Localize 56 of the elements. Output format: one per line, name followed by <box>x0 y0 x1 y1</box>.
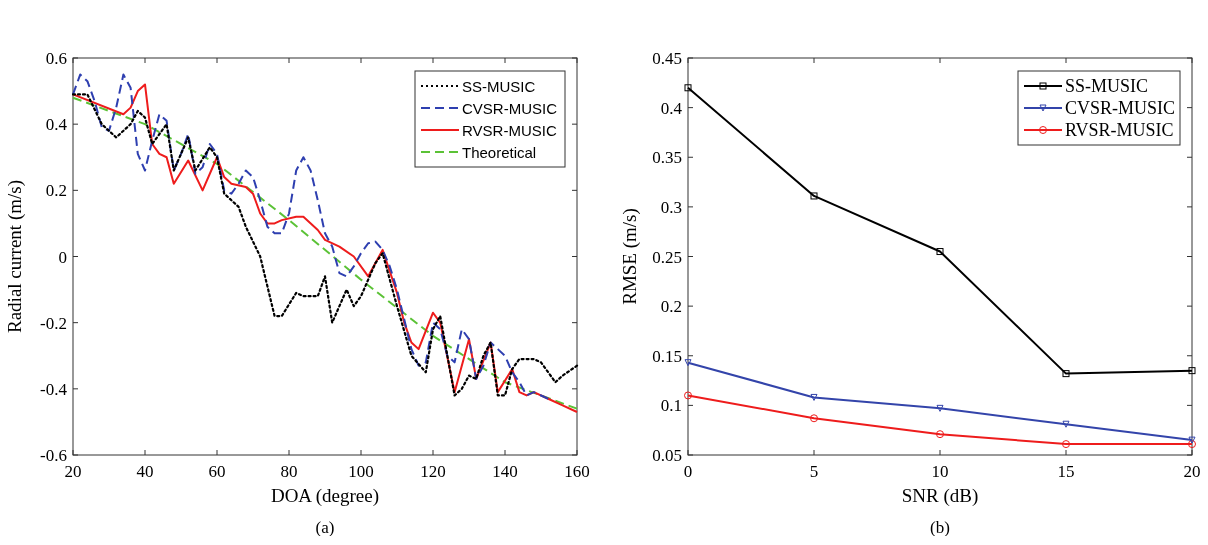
legend-label: CVSR-MUSIC <box>462 100 558 117</box>
point <box>684 391 692 400</box>
x-tick-label: 80 <box>280 462 298 481</box>
point <box>936 248 944 256</box>
y-tick-label: 0.6 <box>45 49 67 68</box>
x-tick-label: 15 <box>1057 462 1075 481</box>
y-axis-title: RMSE (m/s) <box>619 208 641 305</box>
y-tick-label: 0.2 <box>45 181 67 201</box>
point <box>1062 420 1070 428</box>
x-axis-title: DOA (degree) <box>270 485 380 507</box>
point <box>684 84 692 92</box>
x-tick-label: 140 <box>492 462 518 481</box>
y-tick-label: 0.4 <box>45 115 68 135</box>
y-tick-label: 0.4 <box>660 98 683 118</box>
point <box>1062 370 1070 378</box>
point <box>810 192 818 200</box>
y-tick-label: 0.2 <box>660 297 682 317</box>
point <box>936 404 944 412</box>
point <box>1188 436 1196 444</box>
text: (a) <box>315 518 335 537</box>
x-tick-label: 100 <box>348 462 374 481</box>
x-tick-label: 10 <box>931 462 949 481</box>
legend-label: RVSR-MUSIC <box>462 122 557 139</box>
legend-label: Theoretical <box>462 144 537 161</box>
legend-label: CVSR-MUSIC <box>1065 98 1176 118</box>
point <box>1188 440 1196 449</box>
x-tick-label: 5 <box>809 462 819 481</box>
x-tick-label: 60 <box>208 462 226 481</box>
point <box>810 414 818 423</box>
legend-label: RVSR-MUSIC <box>1065 120 1174 140</box>
point <box>810 393 818 401</box>
y-tick-label: -0.6 <box>40 446 67 465</box>
point <box>1062 440 1070 449</box>
point <box>1188 367 1196 375</box>
point <box>684 359 692 367</box>
x-axis-title: SNR (dB) <box>901 485 979 507</box>
x-tick-label: 160 <box>564 462 590 481</box>
y-tick-label: 0.15 <box>652 346 682 366</box>
x-tick-label: 20 <box>64 462 82 481</box>
y-tick-label: 0.3 <box>660 197 682 217</box>
y-tick-label: 0.45 <box>652 49 682 68</box>
legend-label: SS-MUSIC <box>1065 76 1149 96</box>
y-tick-label: 0.35 <box>652 148 682 168</box>
x-tick-label: 40 <box>136 462 154 481</box>
text: (b) <box>930 518 950 537</box>
legend-label: SS-MUSIC <box>462 78 536 95</box>
y-tick-label: -0.2 <box>40 313 67 333</box>
y-tick-label: 0.25 <box>652 247 682 267</box>
x-tick-label: 120 <box>420 462 446 481</box>
point <box>936 430 944 439</box>
y-tick-label: 0 <box>58 247 67 267</box>
y-tick-label: 0.1 <box>660 396 682 416</box>
x-tick-label: 20 <box>1183 462 1201 481</box>
y-axis-title: Radial current (m/s) <box>4 179 26 334</box>
y-tick-label: -0.4 <box>40 379 68 399</box>
y-tick-label: 0.05 <box>652 446 682 465</box>
